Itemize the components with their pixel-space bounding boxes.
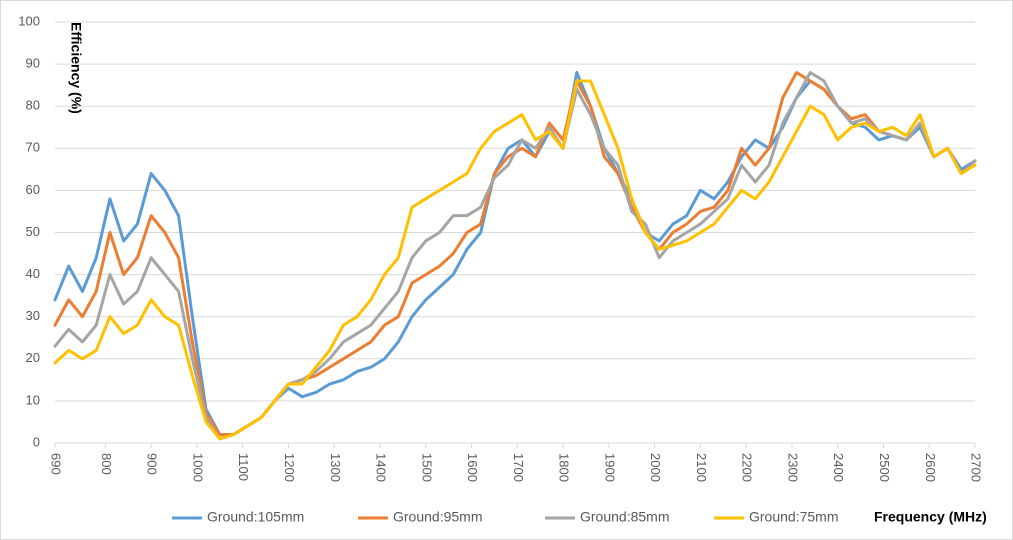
x-tick-label: 2200 (740, 453, 755, 482)
y-tick-label: 80 (26, 98, 40, 113)
y-tick-label: 0 (33, 434, 40, 449)
x-tick-label: 1200 (282, 453, 297, 482)
legend-label: Ground:105mm (207, 509, 304, 525)
legend-label: Ground:95mm (393, 509, 482, 525)
y-tick-label: 60 (26, 182, 40, 197)
x-axis-label: Frequency (MHz) (874, 509, 987, 525)
x-tick-label: 1000 (190, 453, 205, 482)
x-tick-label: 2500 (877, 453, 892, 482)
y-tick-label: 40 (26, 266, 40, 281)
y-tick-label: 10 (26, 392, 40, 407)
x-tick-label: 1800 (557, 453, 572, 482)
y-tick-label: 20 (26, 350, 40, 365)
x-tick-label: 690 (49, 453, 64, 475)
series-line (53, 71, 977, 441)
series-line (53, 79, 977, 441)
x-tick-label: 1500 (419, 453, 434, 482)
x-tick-label: 1700 (511, 453, 526, 482)
x-tick-label: 1300 (328, 453, 343, 482)
x-tick-label: 1900 (602, 453, 617, 482)
x-tick-label: 2300 (785, 453, 800, 482)
x-tick-label: 2100 (694, 453, 709, 482)
x-tick-label: 2400 (831, 453, 846, 482)
x-tick-label: 2700 (969, 453, 984, 482)
legend-label: Ground:75mm (749, 509, 838, 525)
y-tick-label: 50 (26, 224, 40, 239)
legend-label: Ground:85mm (580, 509, 669, 525)
y-tick-label: 100 (18, 13, 40, 28)
x-tick-label: 900 (145, 453, 160, 475)
y-tick-label: 90 (26, 56, 40, 71)
y-tick-label: 70 (26, 140, 40, 155)
x-tick-label: 1100 (236, 453, 251, 481)
x-tick-label: 800 (99, 453, 114, 475)
x-tick-label: 1600 (465, 453, 480, 482)
x-tick-label: 2000 (648, 453, 663, 482)
x-tick-label: 1400 (374, 453, 389, 482)
x-tick-label: 2600 (923, 453, 938, 482)
y-tick-label: 30 (26, 308, 40, 323)
y-axis-label: Efficiency (%) (68, 22, 84, 114)
